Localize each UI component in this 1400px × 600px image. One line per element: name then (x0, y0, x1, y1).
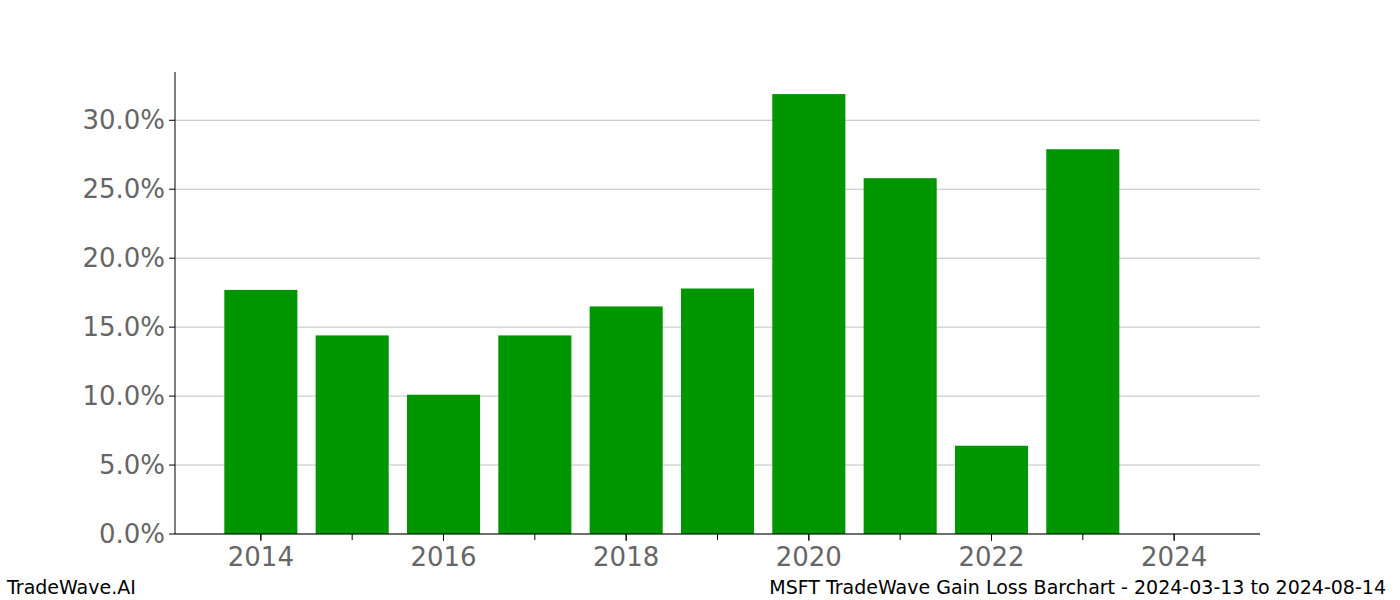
chart: 0.0% 5.0% 10.0% 15.0% 20.0% 25.0% 30.0% 2014 201… (0, 0, 1400, 600)
x-tick (1174, 534, 1175, 541)
y-tick-label: 30.0% (82, 105, 165, 135)
x-minor-tick (443, 534, 444, 540)
bar (590, 306, 663, 534)
title: MSFT TradeWave Gain Loss Barchart - 2024… (769, 576, 1386, 598)
x-tick (991, 534, 992, 541)
x-minor-tick (1174, 534, 1175, 540)
x-minor-tick (1082, 534, 1083, 540)
bar (1046, 149, 1119, 534)
y-tick (169, 465, 175, 466)
x-minor-tick (717, 534, 718, 540)
bar (864, 178, 937, 534)
y-tick (169, 258, 175, 259)
x-tick (260, 534, 261, 541)
x-minor-tick (900, 534, 901, 540)
x-tick (626, 534, 627, 541)
y-tick (169, 396, 175, 397)
x-tick-label: 2020 (776, 542, 842, 572)
y-tick-label: 20.0% (82, 243, 165, 273)
y-tick (169, 327, 175, 328)
y-tick (169, 120, 175, 121)
bar (681, 289, 754, 534)
x-minor-tick (808, 534, 809, 540)
bar (498, 335, 571, 534)
background (0, 0, 1400, 600)
bar (316, 335, 389, 534)
y-tick-label: 15.0% (82, 312, 165, 342)
bar (772, 94, 845, 534)
grid-line (175, 534, 1260, 535)
x-minor-tick (352, 534, 353, 540)
x-tick (443, 534, 444, 541)
x-minor-tick (260, 534, 261, 540)
source: TradeWave.AI (6, 576, 136, 598)
y-tick-label: 25.0% (82, 174, 165, 204)
x-axis (175, 534, 1260, 535)
y-tick-label: 5.0% (99, 450, 165, 480)
y-tick (169, 534, 175, 535)
x-tick-label: 2022 (958, 542, 1024, 572)
y-tick (169, 189, 175, 190)
x-tick-label: 2024 (1141, 542, 1207, 572)
x-minor-tick (626, 534, 627, 540)
x-minor-tick (991, 534, 992, 540)
bar (407, 395, 480, 534)
y-tick-label: 10.0% (82, 381, 165, 411)
bar (955, 446, 1028, 534)
grid-line (175, 120, 1260, 121)
y-axis (175, 72, 176, 534)
y-tick-label: 0.0% (99, 519, 165, 549)
bar (224, 290, 297, 534)
x-tick (808, 534, 809, 541)
x-tick-label: 2014 (228, 542, 294, 572)
x-tick-label: 2016 (410, 542, 476, 572)
x-minor-tick (534, 534, 535, 540)
bars (224, 94, 1119, 534)
x-tick-label: 2018 (593, 542, 659, 572)
